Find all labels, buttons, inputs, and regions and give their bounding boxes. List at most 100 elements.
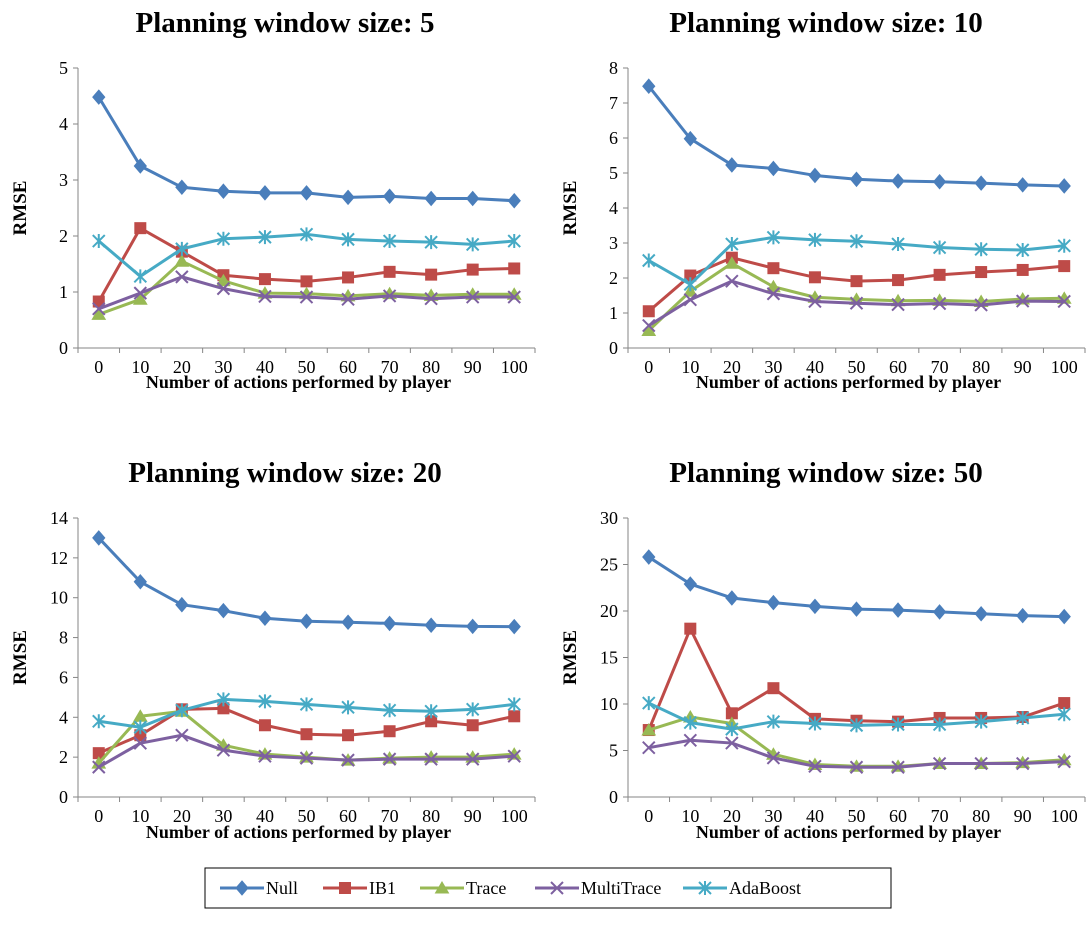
data-point-null [466,618,480,635]
data-point-null [683,130,697,147]
y-tick-label: 4 [59,707,68,727]
series-adaboost [642,230,1071,292]
data-point-ib1 [642,305,655,318]
data-point-null [258,610,272,627]
data-point-ib1 [466,719,479,732]
x-tick-label: 70 [931,357,949,377]
data-point-adaboost [974,242,988,257]
data-point-null [382,615,397,632]
data-point-null [133,158,147,174]
data-point-multitrace [891,760,905,774]
data-point-multitrace [258,749,272,763]
legend-marker [698,881,712,895]
series-null [642,549,1071,625]
data-point-multitrace [175,728,189,742]
x-tick-label: 100 [501,357,528,377]
data-point-multitrace [683,292,698,307]
x-tick-label: 50 [298,357,316,377]
data-point-null [92,89,106,105]
x-tick-label: 40 [806,357,824,377]
y-tick-label: 1 [59,282,68,302]
y-tick-label: 8 [59,628,68,648]
y-tick-label: 4 [59,114,68,134]
data-point-adaboost [341,700,355,715]
y-tick-label: 12 [50,548,68,568]
data-point-null [507,618,521,635]
data-point-multitrace [424,292,438,306]
x-tick-label: 30 [764,806,782,826]
data-point-multitrace [341,753,355,767]
data-point-null [216,183,231,199]
x-tick-label: 30 [214,806,232,826]
y-tick-label: 0 [59,787,68,807]
data-point-ib1 [258,719,271,732]
data-point-adaboost [974,714,988,729]
data-point-adaboost [258,694,272,709]
data-point-null [891,602,905,618]
data-point-multitrace [849,760,864,774]
x-tick-label: 50 [848,806,866,826]
data-point-multitrace [341,292,355,306]
y-tick-label: 6 [59,667,68,687]
x-tick-label: 60 [889,806,907,826]
data-point-multitrace [808,759,822,774]
data-point-null [1016,177,1030,193]
data-point-multitrace [216,281,231,296]
y-tick-label: 1 [609,303,618,323]
data-point-ib1 [767,262,780,275]
data-point-null [683,576,697,592]
x-tick-label: 20 [173,357,191,377]
legend-marker [235,880,249,896]
data-point-multitrace [258,289,272,304]
x-tick-label: 100 [1051,357,1078,377]
x-axis-label: Number of actions performed by player [696,822,1001,842]
data-point-adaboost [766,230,781,245]
y-tick-label: 25 [600,555,618,575]
legend-marker [550,881,564,895]
data-point-ib1 [1058,260,1071,273]
data-point-multitrace [766,751,781,765]
series-multitrace [642,274,1071,333]
data-point-ib1 [92,295,105,308]
data-point-multitrace [465,752,480,766]
data-point-trace [641,723,657,736]
data-point-adaboost [1015,710,1030,725]
data-point-multitrace [424,752,438,766]
data-point-ib1 [892,274,905,287]
data-point-adaboost [725,237,739,252]
x-tick-label: 80 [422,357,440,377]
series-ib1 [642,251,1071,318]
y-axis-label: RMSE [560,630,581,685]
x-tick-label: 0 [94,806,103,826]
y-tick-label: 8 [609,58,618,78]
x-axis-label: Number of actions performed by player [146,822,451,842]
y-tick-label: 6 [609,128,618,148]
series-line-null [647,85,1065,188]
data-point-null [92,530,106,546]
data-point-multitrace [849,296,864,310]
y-tick-label: 0 [59,338,68,358]
series-multitrace [642,733,1071,774]
y-tick-label: 0 [609,787,618,807]
data-point-multitrace [891,297,905,312]
data-point-multitrace [465,290,480,304]
x-tick-label: 10 [681,806,699,826]
data-point-null [133,574,147,590]
data-point-adaboost [1057,238,1071,253]
data-point-adaboost [766,714,781,729]
data-point-adaboost [299,697,314,712]
legend-item-trace: Trace [420,878,506,898]
data-point-adaboost [175,703,189,718]
chart-panel-4: Planning window size: 50 0 5 10 15 20 25 30 0 10 2… [560,457,1086,842]
y-tick-label: 2 [609,268,618,288]
x-tick-label: 50 [298,806,316,826]
y-tick-label: 3 [609,233,618,253]
legend-marker [434,881,450,894]
data-point-ib1 [1016,263,1029,276]
data-point-adaboost [299,227,314,242]
data-point-multitrace [299,751,314,765]
series-null [642,78,1071,194]
data-point-null [299,613,314,629]
